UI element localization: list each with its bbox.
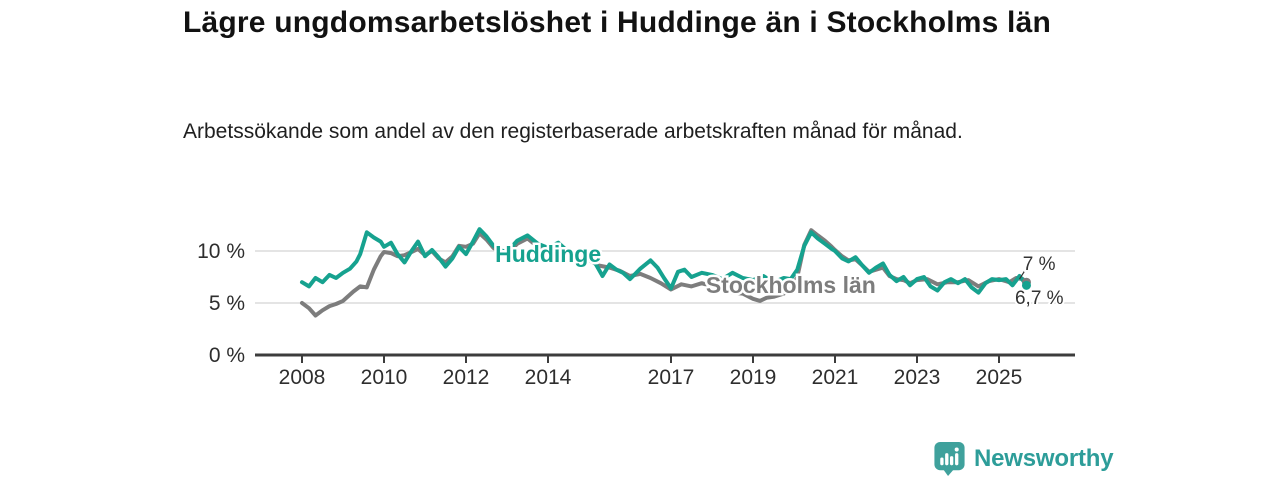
- x-tick-label: 2012: [443, 366, 490, 389]
- x-tick-label: 2021: [812, 366, 859, 389]
- x-tick-label: 2008: [279, 366, 326, 389]
- series-end-dot: [1021, 280, 1031, 290]
- series-line-huddinge: [300, 227, 1029, 295]
- y-tick-label: 10 %: [197, 240, 245, 263]
- series-label-stockholms-l-n: Stockholms län: [706, 272, 876, 298]
- x-tick-label: 2019: [730, 366, 777, 389]
- x-tick-label: 2014: [525, 366, 572, 389]
- chart-subtitle: Arbetssökande som andel av den registerb…: [183, 120, 963, 143]
- newsworthy-logo-text: Newsworthy: [974, 445, 1114, 472]
- end-value-label: 7 %: [1023, 254, 1056, 275]
- newsworthy-logo: Newsworthy: [933, 441, 1114, 477]
- newsworthy-logo-icon: [934, 441, 965, 477]
- x-tick-label: 2023: [894, 366, 941, 389]
- chart-area: 0 % 5 % 10 % 2008 2010 2012 2014 2017 2019 2021 20…: [180, 213, 1090, 408]
- y-tick-label: 0 %: [209, 344, 245, 367]
- y-tick-label: 5 %: [209, 292, 245, 315]
- end-label-leader: [1018, 270, 1025, 280]
- end-value-label: 6,7 %: [1015, 288, 1064, 309]
- unemployment-line-chart: 0 % 5 % 10 % 2008 2010 2012 2014 2017 2019 2021 20…: [197, 227, 1075, 389]
- x-tick-label: 2010: [361, 366, 408, 389]
- x-tick-label: 2025: [976, 366, 1023, 389]
- page-title: Lägre ungdomsarbetslöshet i Huddinge än …: [183, 6, 1051, 39]
- x-tick-label: 2017: [648, 366, 695, 389]
- series-label-huddinge: Huddinge: [495, 241, 601, 267]
